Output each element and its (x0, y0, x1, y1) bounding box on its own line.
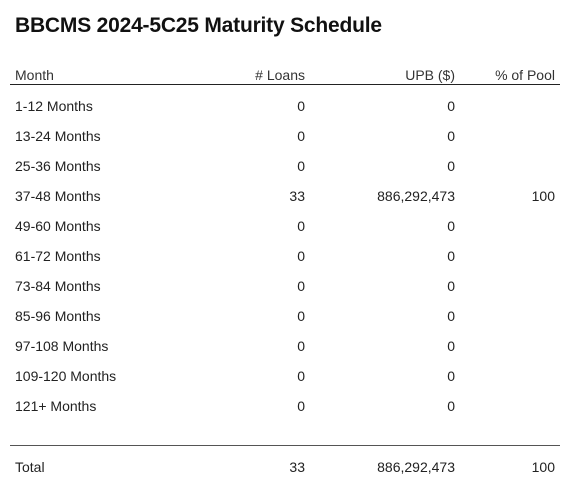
upb-cell: 0 (447, 338, 455, 354)
upb-cell: 0 (447, 308, 455, 324)
table-row: 1-12 Months 0 0 (10, 91, 560, 121)
table-row: 49-60 Months 0 0 (10, 211, 560, 241)
total-divider (10, 445, 560, 446)
total-row: Total 33 886,292,473 100 (10, 452, 560, 482)
total-pct: 100 (531, 459, 555, 475)
table-row: 121+ Months 0 0 (10, 391, 560, 421)
table-row: 109-120 Months 0 0 (10, 361, 560, 391)
total-upb: 886,292,473 (377, 459, 455, 475)
column-header-loans: # Loans (255, 67, 305, 83)
upb-cell: 0 (447, 158, 455, 174)
total-label: Total (15, 459, 45, 475)
loans-cell: 0 (297, 98, 305, 114)
month-cell: 61-72 Months (15, 248, 101, 264)
table-row: 97-108 Months 0 0 (10, 331, 560, 361)
month-cell: 121+ Months (15, 398, 97, 414)
header-divider (10, 84, 560, 85)
month-cell: 25-36 Months (15, 158, 101, 174)
loans-cell: 0 (297, 128, 305, 144)
page-title: BBCMS 2024-5C25 Maturity Schedule (15, 14, 382, 37)
column-header-month: Month (15, 67, 54, 83)
table-row: 61-72 Months 0 0 (10, 241, 560, 271)
total-loans: 33 (289, 459, 305, 475)
loans-cell: 0 (297, 278, 305, 294)
loans-cell: 0 (297, 398, 305, 414)
upb-cell: 0 (447, 368, 455, 384)
loans-cell: 0 (297, 308, 305, 324)
upb-cell: 0 (447, 248, 455, 264)
loans-cell: 0 (297, 248, 305, 264)
loans-cell: 33 (289, 188, 305, 204)
month-cell: 13-24 Months (15, 128, 101, 144)
table-row: 85-96 Months 0 0 (10, 301, 560, 331)
loans-cell: 0 (297, 338, 305, 354)
upb-cell: 0 (447, 218, 455, 234)
table-header: Month # Loans UPB ($) % of Pool (10, 60, 560, 90)
upb-cell: 0 (447, 398, 455, 414)
month-cell: 85-96 Months (15, 308, 101, 324)
table-row: 37-48 Months 33 886,292,473 100 (10, 181, 560, 211)
table-row: 13-24 Months 0 0 (10, 121, 560, 151)
table-row: 25-36 Months 0 0 (10, 151, 560, 181)
upb-cell: 0 (447, 278, 455, 294)
month-cell: 73-84 Months (15, 278, 101, 294)
month-cell: 1-12 Months (15, 98, 93, 114)
upb-cell: 0 (447, 98, 455, 114)
month-cell: 97-108 Months (15, 338, 109, 354)
table-row: 73-84 Months 0 0 (10, 271, 560, 301)
column-header-upb: UPB ($) (405, 67, 455, 83)
upb-cell: 886,292,473 (377, 188, 455, 204)
pct-cell: 100 (531, 188, 555, 204)
month-cell: 49-60 Months (15, 218, 101, 234)
upb-cell: 0 (447, 128, 455, 144)
column-header-pct-of-pool: % of Pool (495, 67, 555, 83)
loans-cell: 0 (297, 368, 305, 384)
month-cell: 109-120 Months (15, 368, 117, 384)
month-cell: 37-48 Months (15, 188, 101, 204)
loans-cell: 0 (297, 158, 305, 174)
loans-cell: 0 (297, 218, 305, 234)
